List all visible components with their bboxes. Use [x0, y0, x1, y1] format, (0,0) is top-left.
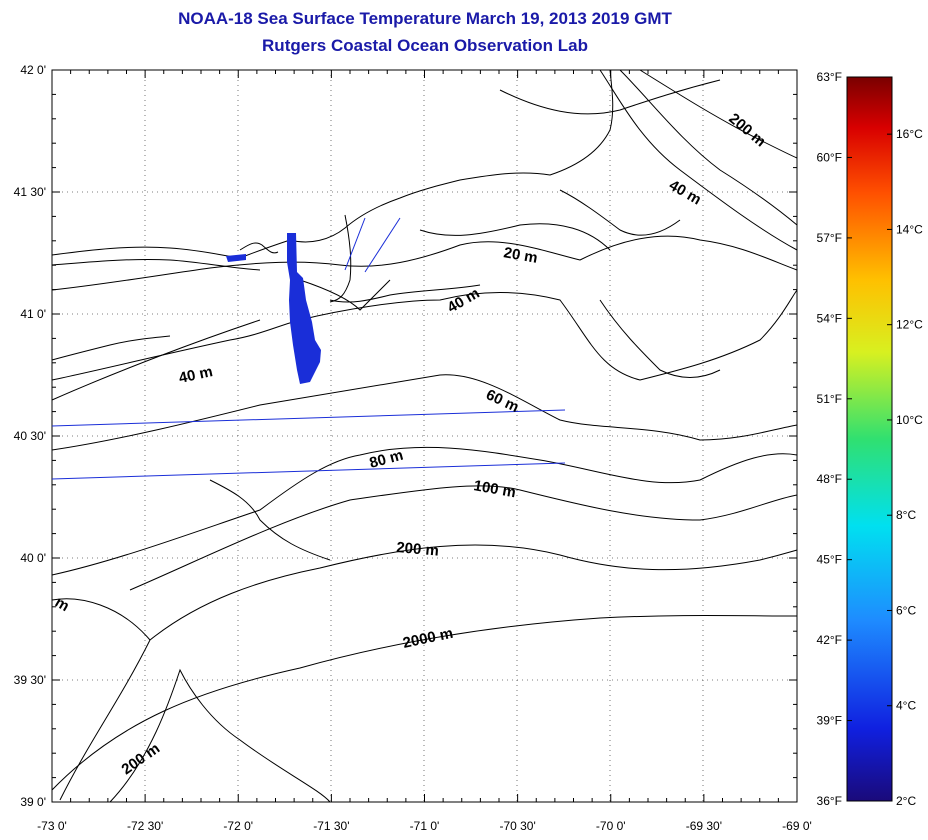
longitude-label: -72 0' [223, 819, 253, 833]
temperature-colorbar [846, 76, 893, 802]
longitude-label: -69 30' [686, 819, 722, 833]
latitude-label: 41 0' [20, 307, 46, 321]
latitude-label: 40 30' [14, 429, 46, 443]
colorbar-ticks [847, 76, 892, 802]
celsius-label: 16°C [896, 127, 923, 141]
longitude-label: -70 30' [499, 819, 535, 833]
map-title: NOAA-18 Sea Surface Temperature March 19… [178, 9, 672, 28]
longitude-label: -70 0' [596, 819, 626, 833]
fahrenheit-label: 36°F [817, 794, 842, 808]
fahrenheit-labels: 63°F 60°F 57°F 54°F 51°F 48°F 45°F 42°F 39°F 36°F [817, 70, 842, 808]
longitude-label: -73 0' [37, 819, 67, 833]
latitude-label: 42 0' [20, 63, 46, 77]
fahrenheit-label: 63°F [817, 70, 842, 84]
sst-data-speck [226, 254, 246, 262]
tick-marks [51, 69, 798, 803]
longitude-label: -71 30' [313, 819, 349, 833]
celsius-label: 14°C [896, 222, 923, 236]
latitude-label: 41 30' [14, 185, 46, 199]
latitude-labels: 39 0' 39 30' 40 0' 40 30' 41 0' 41 30' 42 0' [14, 63, 46, 809]
latitude-label: 39 0' [20, 795, 46, 809]
fahrenheit-label: 60°F [817, 150, 842, 164]
celsius-label: 4°C [896, 699, 916, 713]
fahrenheit-label: 54°F [817, 311, 842, 325]
celsius-label: 2°C [896, 794, 916, 808]
contour-label: 200 m [396, 539, 440, 560]
longitude-labels: -73 0' -72 30' -72 0' -71 30' -71 0' -70 30' -… [37, 819, 812, 833]
longitude-label: -71 0' [410, 819, 440, 833]
fahrenheit-label: 45°F [817, 553, 842, 567]
latitude-label: 40 0' [20, 551, 46, 565]
fahrenheit-label: 48°F [817, 472, 842, 486]
celsius-label: 8°C [896, 508, 916, 522]
fahrenheit-label: 57°F [817, 231, 842, 245]
contour-label: 20 m [502, 244, 539, 267]
celsius-label: 6°C [896, 603, 916, 617]
bathymetry-contours [51, 69, 798, 803]
fahrenheit-label: 39°F [817, 714, 842, 728]
sst-data-patch [287, 233, 321, 384]
celsius-label: 12°C [896, 318, 923, 332]
fahrenheit-label: 51°F [817, 392, 842, 406]
grid [52, 70, 797, 802]
celsius-label: 10°C [896, 413, 923, 427]
fahrenheit-label: 42°F [817, 633, 842, 647]
map-subtitle: Rutgers Coastal Ocean Observation Lab [262, 36, 588, 55]
longitude-label: -69 0' [782, 819, 812, 833]
celsius-labels: 16°C 14°C 12°C 10°C 8°C 6°C 4°C 2°C [896, 127, 923, 808]
satellite-swath-lines [51, 217, 566, 480]
latitude-label: 39 30' [14, 673, 46, 687]
contour-label: 40 m [177, 363, 214, 387]
longitude-label: -72 30' [127, 819, 163, 833]
